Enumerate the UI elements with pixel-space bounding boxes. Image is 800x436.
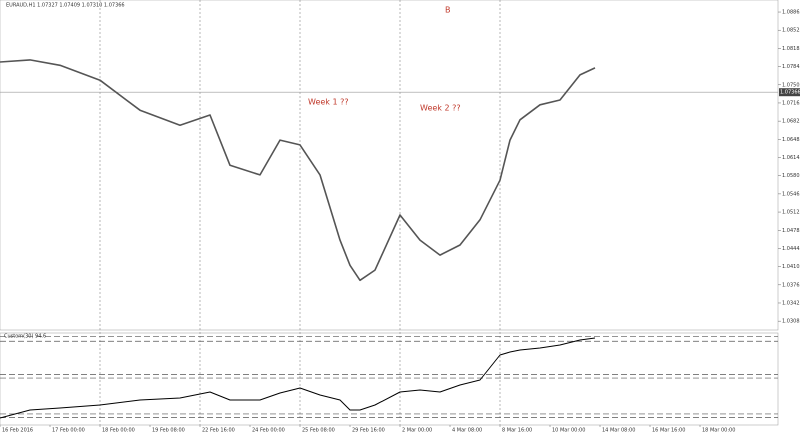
y-tick-label: 1.04105 — [782, 264, 800, 270]
annotation: Week 2 ?? — [420, 104, 461, 113]
last-price-label: 1.07366 — [780, 90, 800, 96]
x-tick-label: 10 Mar 00:00 — [552, 428, 585, 434]
y-tick-label: 1.03765 — [782, 282, 800, 288]
y-tick-label: 1.07505 — [782, 82, 800, 88]
y-tick-label: 1.05465 — [782, 191, 800, 197]
y-tick-label: 1.06145 — [782, 155, 800, 161]
y-tick-label: 1.03085 — [782, 319, 800, 325]
y-tick-label: 1.07845 — [782, 64, 800, 70]
x-tick-label: 25 Feb 08:00 — [302, 428, 335, 434]
y-tick-label: 1.08525 — [782, 28, 800, 34]
y-tick-label: 1.03425 — [782, 300, 800, 306]
y-tick-label: 1.04785 — [782, 228, 800, 234]
y-tick-label: 1.05805 — [782, 173, 800, 179]
annotation: B — [445, 6, 451, 15]
x-tick-label: 4 Mar 08:00 — [452, 428, 482, 434]
x-tick-label: 16 Mar 16:00 — [652, 428, 685, 434]
series-line — [0, 337, 596, 419]
x-tick-label: 18 Mar 00:00 — [702, 428, 735, 434]
y-tick-label: 1.04445 — [782, 246, 800, 252]
x-tick-label: 14 Mar 08:00 — [602, 428, 635, 434]
x-tick-label: 17 Feb 00:00 — [52, 428, 85, 434]
y-tick-label: 1.06485 — [782, 137, 800, 143]
x-tick-label: 8 Mar 16:00 — [502, 428, 532, 434]
y-tick-label: 1.08865 — [782, 10, 800, 16]
indicator-pane — [0, 332, 779, 426]
separators — [99, 0, 501, 425]
x-tick-label: 29 Feb 16:00 — [352, 428, 385, 434]
x-tick-label: 16 Feb 2016 — [2, 428, 33, 434]
series-line — [0, 59, 596, 282]
indicator-title: Custom(30) 94.6 — [4, 334, 46, 340]
last-price-box — [779, 88, 800, 97]
x-tick-label: 19 Feb 08:00 — [152, 428, 185, 434]
x-tick-label: 18 Feb 00:00 — [102, 428, 135, 434]
main-pane — [0, 0, 779, 331]
y-tick-label: 1.08185 — [782, 46, 800, 52]
chart-title: EURAUD,H1 1.07327 1.07409 1.07310 1.0736… — [6, 3, 125, 9]
y-tick-label: 1.05125 — [782, 210, 800, 216]
annotation: Week 1 ?? — [308, 98, 349, 107]
x-tick-label: 22 Feb 16:00 — [202, 428, 235, 434]
y-tick-label: 1.06825 — [782, 119, 800, 125]
x-tick-label: 2 Mar 00:00 — [402, 428, 432, 434]
y-tick-label: 1.07165 — [782, 100, 800, 106]
x-tick-label: 24 Feb 00:00 — [252, 428, 285, 434]
